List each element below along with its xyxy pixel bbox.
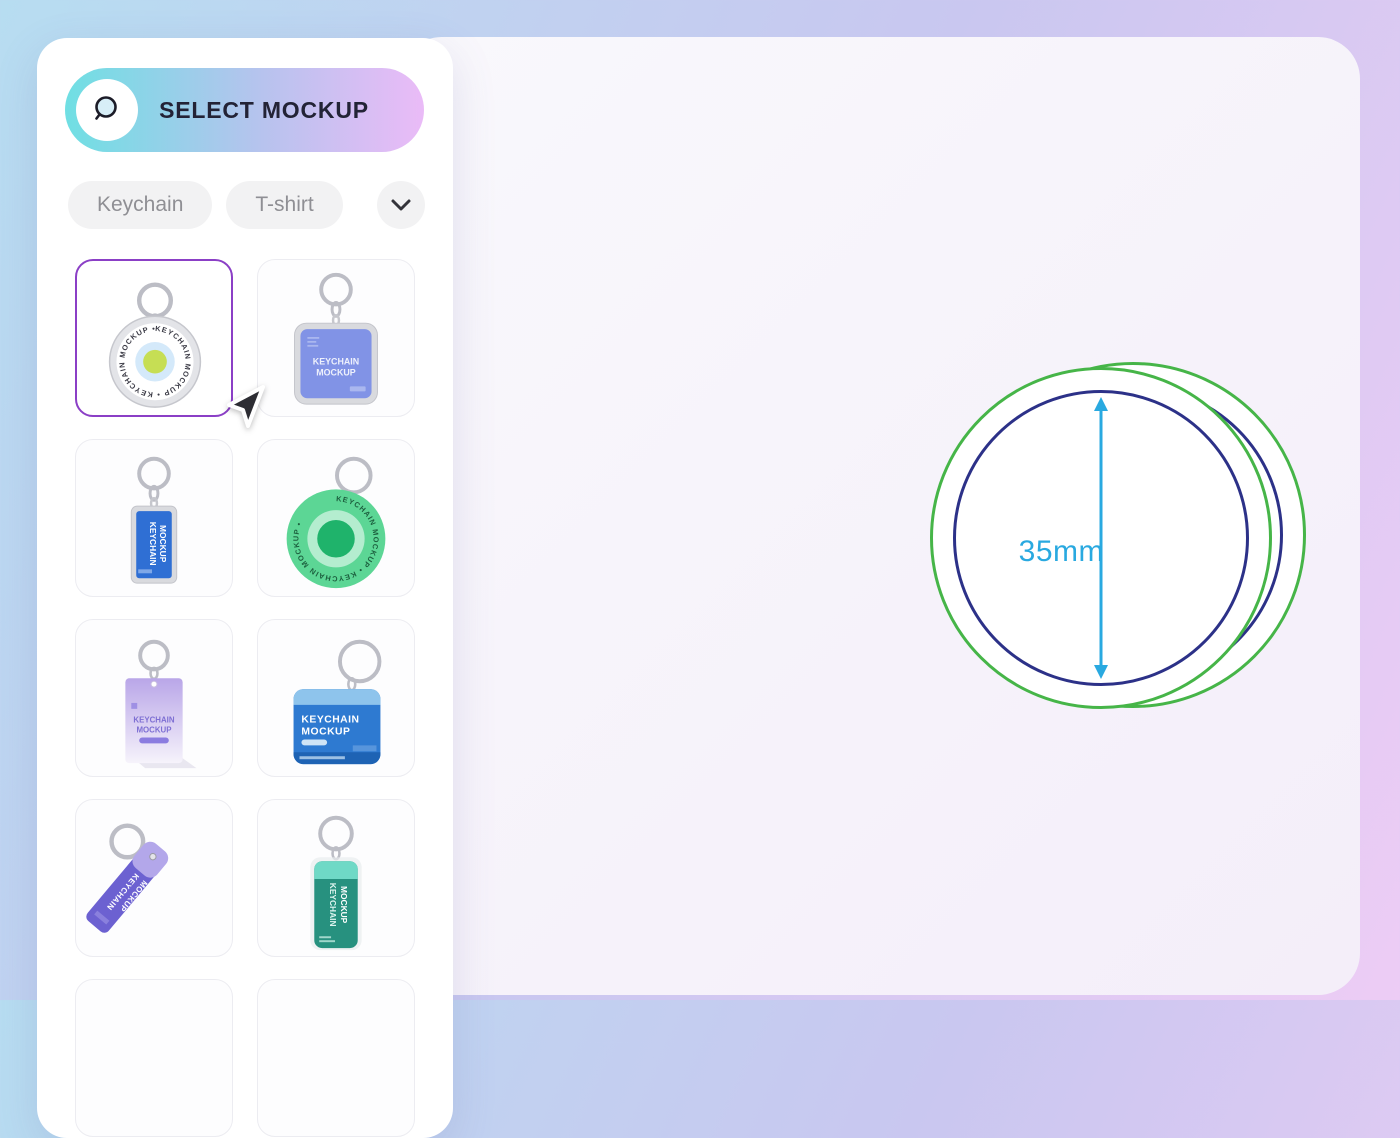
select-mockup-button[interactable]: SELECT MOCKUP xyxy=(65,68,424,152)
keyring-icon xyxy=(136,282,174,319)
mockup-tile-strap-purple[interactable]: KEYCHAIN MOCKUP xyxy=(75,799,233,957)
dimension-label: 35mm xyxy=(1018,535,1104,568)
svg-text:MOCKUP: MOCKUP xyxy=(339,886,349,924)
select-mockup-label: SELECT MOCKUP xyxy=(159,96,369,123)
keychain-template-circle-right[interactable]: 35mm xyxy=(930,367,1272,709)
svg-text:KEYCHAIN: KEYCHAIN xyxy=(148,522,158,566)
svg-text:MOCKUP: MOCKUP xyxy=(301,727,350,738)
svg-text:KEYCHAIN: KEYCHAIN xyxy=(133,716,174,725)
more-filters-button[interactable] xyxy=(377,181,425,229)
keyring-icon xyxy=(138,639,170,672)
filter-chip-tshirt-label: T-shirt xyxy=(255,193,314,216)
svg-text:MOCKUP: MOCKUP xyxy=(158,525,168,563)
mockup-tile-round-green[interactable]: KEYCHAIN MOCKUP • KEYCHAIN MOCKUP • xyxy=(257,439,415,597)
mockup-tile-vertical-teal[interactable]: KEYCHAIN MOCKUP xyxy=(257,799,415,957)
keyring-icon xyxy=(337,639,382,684)
svg-text:KEYCHAIN: KEYCHAIN xyxy=(313,357,359,367)
mockup-sidebar: SELECT MOCKUP Keychain T-shirt xyxy=(37,38,453,1138)
mockup-grid: KEYCHAIN MOCKUP • KEYCHAIN MOCKUP • KEYC… xyxy=(37,229,453,1137)
svg-text:MOCKUP: MOCKUP xyxy=(137,726,172,735)
mockup-tile-standing-card-purple[interactable]: KEYCHAIN MOCKUP xyxy=(75,619,233,777)
print-area-circle-right[interactable]: 35mm xyxy=(953,390,1249,686)
mockup-tile-placeholder[interactable] xyxy=(75,979,233,1137)
svg-text:KEYCHAIN: KEYCHAIN xyxy=(301,715,359,726)
keyring-icon xyxy=(319,272,353,307)
filter-chip-keychain-label: Keychain xyxy=(97,193,184,216)
mockup-tile-vertical-blue[interactable]: KEYCHAIN MOCKUP xyxy=(75,439,233,597)
design-canvas[interactable]: 35mm xyxy=(400,37,1360,995)
filter-chip-tshirt[interactable]: T-shirt xyxy=(226,181,343,229)
diameter-arrow-icon xyxy=(1094,397,1108,679)
search-bubble[interactable] xyxy=(76,79,138,141)
keyring-icon xyxy=(318,815,354,852)
svg-text:MOCKUP: MOCKUP xyxy=(316,368,356,378)
chevron-down-icon xyxy=(391,199,411,211)
keyring-icon xyxy=(137,456,171,491)
svg-text:KEYCHAIN: KEYCHAIN xyxy=(328,883,338,927)
filter-chip-keychain[interactable]: Keychain xyxy=(68,181,213,229)
search-icon xyxy=(95,96,117,120)
mockup-tile-square-blue[interactable]: KEYCHAIN MOCKUP xyxy=(257,619,415,777)
mockup-tile-square-periwinkle[interactable]: KEYCHAIN MOCKUP xyxy=(257,259,415,417)
mockup-tile-placeholder[interactable] xyxy=(257,979,415,1137)
mockup-tile-round-silver[interactable]: KEYCHAIN MOCKUP • KEYCHAIN MOCKUP • xyxy=(75,259,233,417)
filter-chips-row: Keychain T-shirt xyxy=(68,181,425,229)
keyring-icon xyxy=(109,823,146,860)
keyring-icon xyxy=(335,456,373,495)
